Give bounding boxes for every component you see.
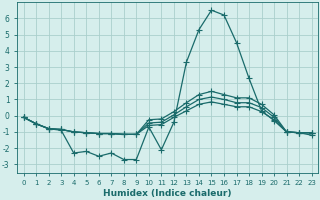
X-axis label: Humidex (Indice chaleur): Humidex (Indice chaleur) [103, 189, 232, 198]
